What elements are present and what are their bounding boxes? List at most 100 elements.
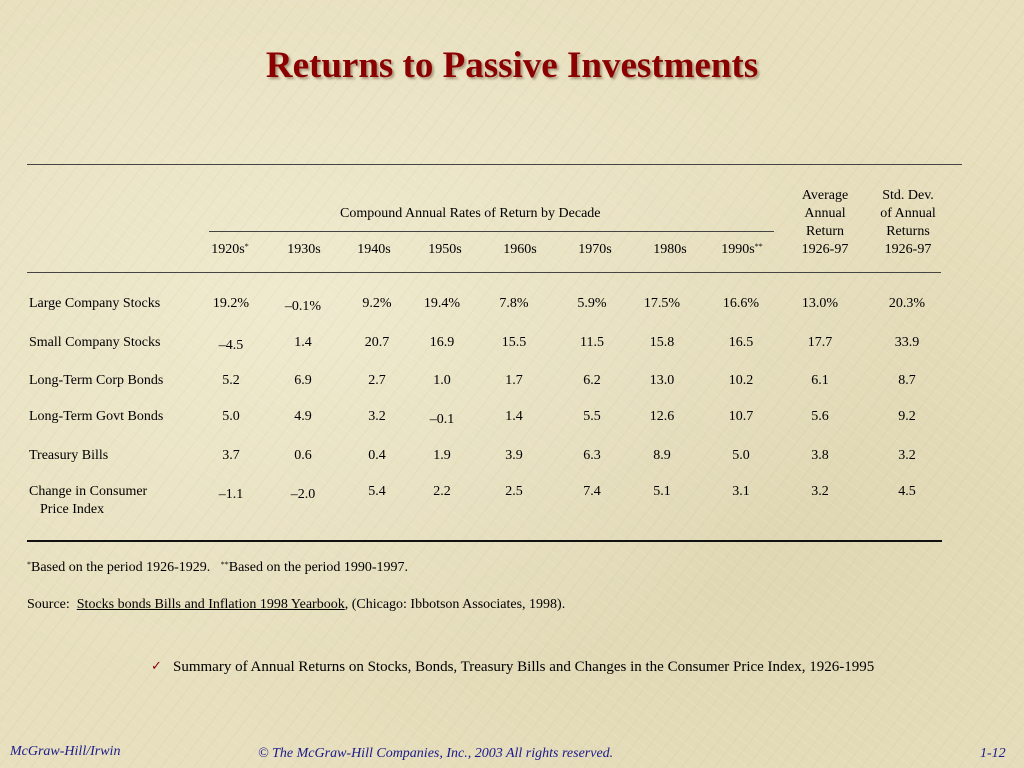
table-cell: 13.0% — [801, 296, 839, 311]
row-label: Change in Consumer — [29, 484, 148, 499]
table-cell: 3.9 — [505, 448, 523, 463]
table-cell: 6.9 — [294, 373, 312, 388]
table-cell: 1.9 — [433, 448, 451, 463]
decade-header-footnote-mark: ** — [754, 242, 763, 251]
footnote-mark-2: ** — [220, 560, 229, 569]
table-cell: 3.2 — [898, 448, 916, 463]
slide-title: Returns to Passive Investments — [265, 45, 759, 86]
table-cell: –0.1 — [429, 412, 455, 427]
decade-header-label: 1990s — [721, 242, 755, 257]
row-label: Treasury Bills — [29, 448, 109, 463]
table-cell: 17.5% — [643, 296, 681, 311]
table-cell: 7.4 — [583, 484, 601, 499]
avg-header-line-2: Annual — [804, 206, 846, 221]
decade-header-label: 1930s — [287, 242, 321, 257]
row-label: Large Company Stocks — [29, 296, 161, 311]
decade-header: 1930s — [264, 242, 344, 258]
decade-header-label: 1970s — [578, 242, 612, 257]
group-header: Compound Annual Rates of Return by Decad… — [340, 206, 601, 221]
row-label-continued: Price Index — [40, 502, 105, 517]
header-bottom-rule — [27, 272, 941, 273]
table-cell: 3.2 — [811, 484, 829, 499]
decade-header: 1920s* — [190, 242, 270, 258]
table-cell: 10.2 — [728, 373, 754, 388]
table-cell: 11.5 — [580, 335, 604, 350]
table-cell: 3.8 — [811, 448, 829, 463]
table-cell: 1.7 — [505, 373, 523, 388]
avg-header-line-1: Average — [801, 188, 849, 203]
decade-header-label: 1960s — [503, 242, 537, 257]
table-cell: 1.4 — [505, 409, 523, 424]
footnote-text-1: Based on the period 1926-1929. — [31, 560, 211, 575]
table-cell: 19.2% — [212, 296, 250, 311]
table-cell: 19.4% — [423, 296, 461, 311]
table-cell: 0.6 — [294, 448, 312, 463]
table-cell: 4.5 — [898, 484, 916, 499]
source-line: Source: Stocks bonds Bills and Inflation… — [27, 597, 565, 613]
table-cell: 16.5 — [728, 335, 754, 350]
footer-slide-number: 1-12 — [980, 746, 1006, 761]
footer-copyright: © The McGraw-Hill Companies, Inc., 2003 … — [258, 746, 614, 761]
table-cell: 15.5 — [501, 335, 527, 350]
table-cell: 5.9% — [577, 296, 607, 311]
table-cell: 20.3% — [888, 296, 926, 311]
table-cell: 2.5 — [505, 484, 523, 499]
table-cell: 5.0 — [732, 448, 750, 463]
table-cell: 12.6 — [649, 409, 675, 424]
table-cell: –0.1% — [284, 299, 322, 314]
decade-header: 1940s — [334, 242, 414, 258]
footnote-mark-1: * — [27, 560, 31, 569]
table-cell: 15.8 — [649, 335, 675, 350]
table-cell: –1.1 — [218, 487, 244, 502]
table-cell: 0.4 — [368, 448, 386, 463]
table-cell: 8.9 — [653, 448, 671, 463]
avg-header-line-4: 1926-97 — [801, 242, 849, 257]
table-cell: 3.2 — [368, 409, 386, 424]
table-cell: –2.0 — [290, 487, 316, 502]
table-cell: 5.1 — [653, 484, 671, 499]
avg-header-line-3: Return — [805, 224, 845, 239]
std-header-line-3: Returns — [886, 224, 930, 239]
table-cell: 2.2 — [433, 484, 451, 499]
checkmark-icon: ✓ — [151, 658, 162, 673]
decade-header: 1970s — [555, 242, 635, 258]
table-cell: 5.5 — [583, 409, 601, 424]
footnote: *Based on the period 1926-1929. **Based … — [27, 560, 408, 576]
table-cell: 5.2 — [222, 373, 240, 388]
footer-publisher: McGraw-Hill/Irwin — [10, 744, 121, 759]
row-label: Small Company Stocks — [29, 335, 161, 350]
std-header-line-1: Std. Dev. — [882, 188, 934, 203]
source-prefix: Source: — [27, 597, 70, 612]
table-cell: 1.4 — [294, 335, 312, 350]
group-header-rule — [209, 231, 774, 232]
decade-header-label: 1980s — [653, 242, 687, 257]
bullet-summary: Summary of Annual Returns on Stocks, Bon… — [173, 659, 875, 675]
decade-header-label: 1950s — [428, 242, 462, 257]
decade-header: 1980s — [630, 242, 710, 258]
table-cell: 2.7 — [368, 373, 386, 388]
source-rest: , (Chicago: Ibbotson Associates, 1998). — [344, 597, 566, 612]
table-cell: 8.7 — [898, 373, 916, 388]
table-cell: 9.2% — [362, 296, 392, 311]
table-cell: 5.4 — [368, 484, 386, 499]
table-cell: 6.3 — [583, 448, 601, 463]
table-cell: 5.0 — [222, 409, 240, 424]
table-cell: –4.5 — [218, 338, 244, 353]
table-cell: 5.6 — [811, 409, 829, 424]
table-cell: 16.9 — [429, 335, 455, 350]
table-cell: 7.8% — [499, 296, 529, 311]
source-title-link[interactable]: Stocks bonds Bills and Inflation 1998 Ye… — [76, 597, 345, 612]
table-cell: 6.1 — [811, 373, 829, 388]
table-cell: 9.2 — [898, 409, 916, 424]
table-cell: 20.7 — [364, 335, 390, 350]
table-cell: 1.0 — [433, 373, 451, 388]
decade-header-label: 1920s — [211, 242, 245, 257]
row-label: Long-Term Corp Bonds — [29, 373, 164, 388]
table-cell: 6.2 — [583, 373, 601, 388]
table-bottom-rule — [27, 540, 942, 542]
table-cell: 13.0 — [649, 373, 675, 388]
decade-header-footnote-mark: * — [244, 242, 249, 251]
decade-header: 1960s — [480, 242, 560, 258]
table-cell: 3.7 — [222, 448, 240, 463]
std-header-line-4: 1926-97 — [884, 242, 932, 257]
